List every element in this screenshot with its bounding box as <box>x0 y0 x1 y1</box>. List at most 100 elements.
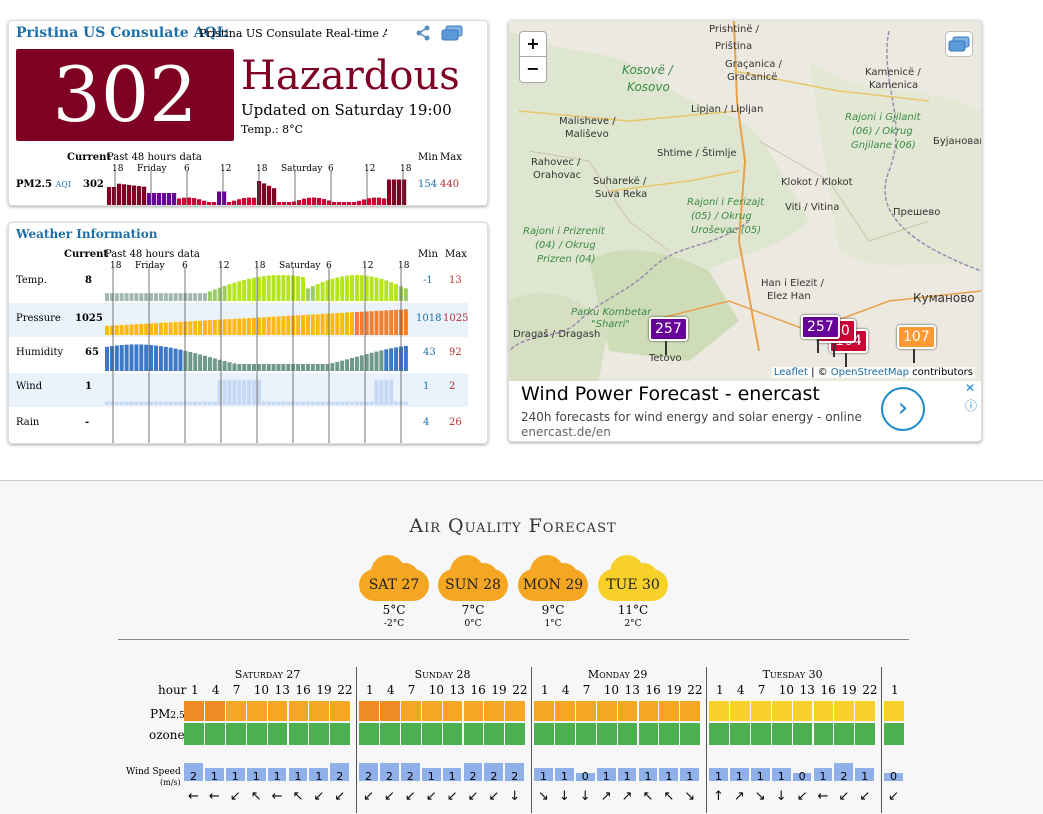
pm25-forecast-cell[interactable] <box>659 701 680 721</box>
ozone-forecast-cell[interactable] <box>596 723 617 745</box>
pm25-forecast-cell[interactable] <box>729 701 750 721</box>
ozone-forecast-cell[interactable] <box>680 723 701 745</box>
pm25-forecast-cell[interactable] <box>379 701 400 721</box>
ozone-forecast-cell[interactable] <box>834 723 855 745</box>
pm25-forecast-cell[interactable] <box>855 701 876 721</box>
pm25-forecast-cell[interactable] <box>463 701 484 721</box>
layers-icon[interactable] <box>441 25 463 41</box>
ad-close-icon[interactable]: ✕ <box>965 381 976 395</box>
wind-bar <box>354 401 359 405</box>
ozone-forecast-cell[interactable] <box>575 723 596 745</box>
ozone-forecast-cell[interactable] <box>330 723 351 745</box>
ozone-forecast-cell[interactable] <box>554 723 575 745</box>
pm25-forecast-cell[interactable] <box>267 701 288 721</box>
pm25-forecast-cell[interactable] <box>225 701 246 721</box>
ozone-forecast-cell[interactable] <box>359 723 379 745</box>
ozone-forecast-cell[interactable] <box>709 723 729 745</box>
ozone-forecast-cell[interactable] <box>225 723 246 745</box>
ozone-forecast-cell[interactable] <box>463 723 484 745</box>
pm25-forecast-cell[interactable] <box>884 701 904 721</box>
osm-link[interactable]: OpenStreetMap <box>830 367 909 378</box>
aqi-station-title[interactable]: Pristina US Consulate AQI: <box>16 25 229 41</box>
ozone-forecast-cell[interactable] <box>659 723 680 745</box>
temp-bar <box>281 275 286 301</box>
map-layers-icon[interactable] <box>945 31 973 57</box>
ozone-forecast-cell[interactable] <box>813 723 834 745</box>
station-marker[interactable]: 107 <box>897 325 936 363</box>
pm25-forecast-cell[interactable] <box>596 701 617 721</box>
humidity-bar <box>247 364 252 371</box>
ozone-forecast-cell[interactable] <box>267 723 288 745</box>
map-label: Orahovac <box>533 170 582 181</box>
wind-bar <box>384 379 389 405</box>
pm25-forecast-cell[interactable] <box>750 701 771 721</box>
pm25-forecast-cell[interactable] <box>400 701 421 721</box>
forecast-day-cloud-icon[interactable]: SUN 28 <box>438 553 508 601</box>
ozone-forecast-cell[interactable] <box>309 723 330 745</box>
ozone-forecast-cell[interactable] <box>884 723 904 745</box>
forecast-day-cloud-icon[interactable]: SAT 27 <box>359 553 429 601</box>
ozone-forecast-cell[interactable] <box>792 723 813 745</box>
pm25-forecast-cell[interactable] <box>246 701 267 721</box>
pm25-forecast-cell[interactable] <box>421 701 442 721</box>
ozone-forecast-cell[interactable] <box>638 723 659 745</box>
ozone-forecast-cell[interactable] <box>400 723 421 745</box>
pm25-forecast-cell[interactable] <box>484 701 505 721</box>
ozone-forecast-cell[interactable] <box>771 723 792 745</box>
ozone-forecast-cell[interactable] <box>534 723 554 745</box>
station-marker[interactable]: 257 <box>649 317 688 355</box>
ozone-forecast-cell[interactable] <box>204 723 225 745</box>
pm25-forecast-cell[interactable] <box>442 701 463 721</box>
humidity-bar <box>350 358 354 371</box>
humidity-bar <box>325 364 330 371</box>
ozone-forecast-cell[interactable] <box>729 723 750 745</box>
wind-bar <box>222 379 227 405</box>
ozone-forecast-cell[interactable] <box>505 723 526 745</box>
leaflet-link[interactable]: Leaflet <box>773 367 808 378</box>
pm25-forecast-cell[interactable] <box>330 701 351 721</box>
ozone-forecast-cell[interactable] <box>484 723 505 745</box>
ozone-forecast-cell[interactable] <box>617 723 638 745</box>
pm25-forecast-cell[interactable] <box>309 701 330 721</box>
share-icon[interactable] <box>415 25 431 41</box>
pm25-forecast-cell[interactable] <box>575 701 596 721</box>
ad-open-button[interactable]: › <box>881 387 925 431</box>
wind-speed-bar <box>834 763 854 781</box>
ozone-forecast-cell[interactable] <box>184 723 204 745</box>
pm25-forecast-cell[interactable] <box>771 701 792 721</box>
pm25-forecast-cell[interactable] <box>680 701 701 721</box>
pm25-forecast-cell[interactable] <box>617 701 638 721</box>
pm25-forecast-cell[interactable] <box>638 701 659 721</box>
station-map[interactable]: Prishtinë / Priština Kosovë / Kosovo Gra… <box>509 21 981 381</box>
pm25-forecast-cell[interactable] <box>505 701 526 721</box>
pm25-forecast-cell[interactable] <box>204 701 225 721</box>
ad-title[interactable]: Wind Power Forecast - enercast <box>521 383 820 405</box>
ad-url[interactable]: enercast.de/en <box>521 425 611 439</box>
pressure-bar <box>261 317 266 335</box>
ozone-forecast-cell[interactable] <box>750 723 771 745</box>
pm25-forecast-cell[interactable] <box>534 701 554 721</box>
ozone-forecast-cell[interactable] <box>442 723 463 745</box>
zoom-in-button[interactable]: + <box>519 31 547 57</box>
wind-speed-bar <box>288 768 308 781</box>
axis-tick-label: 18 <box>112 164 124 174</box>
pm25-forecast-cell[interactable] <box>813 701 834 721</box>
pm25-forecast-cell[interactable] <box>359 701 379 721</box>
pm25-forecast-cell[interactable] <box>709 701 729 721</box>
pm25-forecast-cell[interactable] <box>834 701 855 721</box>
forecast-day-cloud-icon[interactable]: MON 29 <box>518 553 588 601</box>
ozone-forecast-cell[interactable] <box>421 723 442 745</box>
pm25-forecast-cell[interactable] <box>288 701 309 721</box>
pm25-forecast-cell[interactable] <box>184 701 204 721</box>
forecast-day-cloud-icon[interactable]: TUE 30 <box>598 553 668 601</box>
ozone-forecast-cell[interactable] <box>246 723 267 745</box>
zoom-out-button[interactable]: − <box>519 57 547 83</box>
ad-info-icon[interactable]: ⓘ <box>965 399 978 413</box>
pm25-forecast-cell[interactable] <box>554 701 575 721</box>
ozone-forecast-cell[interactable] <box>288 723 309 745</box>
pm25-forecast-cell[interactable] <box>792 701 813 721</box>
weather-current-label: Current <box>64 249 109 260</box>
station-marker[interactable]: 257 <box>801 315 840 353</box>
ozone-forecast-cell[interactable] <box>379 723 400 745</box>
ozone-forecast-cell[interactable] <box>855 723 876 745</box>
